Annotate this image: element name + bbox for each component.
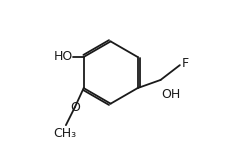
Text: OH: OH xyxy=(161,88,181,101)
Text: O: O xyxy=(70,101,80,114)
Text: CH₃: CH₃ xyxy=(53,127,76,140)
Text: F: F xyxy=(181,57,188,70)
Text: HO: HO xyxy=(53,50,73,63)
